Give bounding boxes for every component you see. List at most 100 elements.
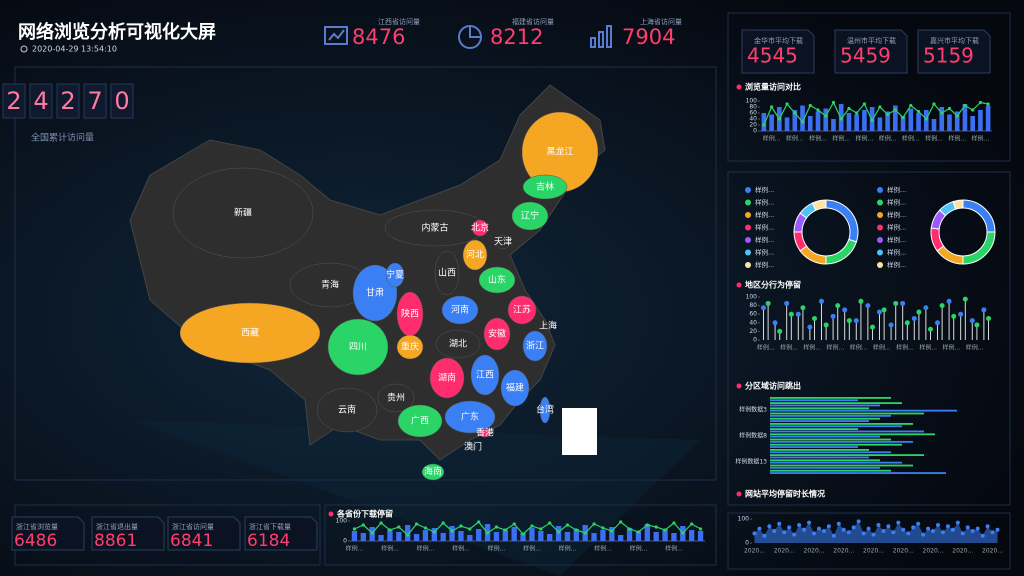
bar	[939, 107, 945, 131]
x-tick-label: 样例...	[809, 135, 827, 143]
bar	[529, 528, 535, 541]
bar	[985, 105, 991, 131]
area-point	[886, 524, 891, 529]
bar	[770, 428, 858, 431]
lollipop-head	[951, 313, 957, 319]
line-point	[762, 123, 766, 127]
province	[435, 329, 481, 359]
bar	[770, 456, 869, 459]
line-point	[947, 106, 952, 111]
province-label: 新疆	[234, 207, 252, 219]
province-label: 重庆	[401, 341, 419, 353]
stat-box	[91, 516, 165, 551]
stat-box	[167, 516, 241, 551]
province	[172, 167, 314, 259]
bar	[770, 412, 924, 415]
province	[469, 443, 477, 451]
area-point	[871, 532, 876, 537]
digit: 0	[114, 87, 129, 115]
digit-box	[83, 83, 107, 119]
province-label: 江苏	[513, 304, 531, 316]
line-point	[610, 529, 614, 533]
province-label: 江西	[476, 370, 494, 381]
area-point	[876, 523, 881, 527]
line-point	[441, 521, 445, 525]
line-point	[793, 111, 797, 115]
lollipop-head	[788, 311, 794, 317]
x-tick-label: 样例...	[873, 344, 891, 352]
x-tick-label: 2020...	[923, 548, 944, 555]
chart-title: 浏览量访问对比	[745, 82, 801, 92]
line-point	[583, 531, 587, 535]
x-tick-label: 样例...	[757, 344, 775, 352]
x-tick-label: 样例...	[786, 135, 804, 143]
line-point	[592, 522, 596, 526]
line-point	[932, 102, 936, 106]
digit: 2	[60, 87, 75, 115]
line-point	[530, 524, 534, 528]
legend-label: 样例...	[755, 260, 774, 269]
bar	[440, 533, 446, 541]
y-tick-label: 40	[749, 116, 757, 123]
line-point	[901, 115, 905, 120]
x-tick-label: 2020...	[744, 548, 765, 555]
chart-title: 分区域访问跳出	[745, 381, 801, 391]
line-point	[978, 100, 983, 105]
province	[327, 318, 389, 376]
area-point	[955, 520, 960, 525]
x-tick-label: 样例...	[763, 135, 781, 143]
bar	[449, 526, 455, 541]
lollipop-head	[934, 320, 940, 326]
province-label: 黑龙江	[546, 146, 573, 158]
area-point	[911, 525, 916, 530]
area-point	[921, 532, 926, 537]
stat-box	[917, 29, 991, 74]
south-sea-inset	[562, 408, 597, 455]
bar	[467, 535, 473, 541]
province	[543, 321, 553, 331]
bar	[770, 423, 913, 425]
bar	[697, 531, 704, 541]
x-tick-label: 2020...	[833, 548, 854, 555]
y-tick-label: 100	[336, 518, 348, 525]
stat-value: 6841	[170, 531, 213, 551]
digit-box	[110, 83, 134, 119]
legend-label: 样例...	[755, 198, 774, 207]
legend-swatch	[877, 199, 883, 206]
lollipop-head	[974, 322, 980, 328]
x-tick-label: 样例...	[780, 344, 798, 352]
stat-label: 上海省访问量	[640, 17, 682, 26]
line-point	[847, 106, 851, 111]
bar	[770, 469, 891, 472]
stat-value: 4545	[747, 44, 798, 68]
bar	[770, 417, 880, 420]
province-label: 四川	[349, 343, 367, 353]
lollipop-head	[835, 303, 841, 309]
chart-title: 网站平均停留时长情况	[745, 489, 825, 499]
province	[444, 400, 496, 434]
bar	[770, 409, 957, 412]
area-point	[777, 521, 782, 526]
line-point	[955, 114, 959, 118]
area-point	[926, 526, 931, 531]
x-tick-label: 样例...	[346, 545, 364, 553]
x-tick-label: 样例...	[966, 344, 984, 352]
bar	[770, 397, 891, 399]
digit: 2	[6, 87, 21, 115]
province-label: 贵州	[387, 392, 405, 404]
area-point	[831, 533, 836, 538]
line-point	[824, 114, 828, 118]
line-point	[574, 528, 578, 532]
lollipop-head	[876, 309, 882, 315]
bar	[770, 404, 880, 407]
bar	[885, 111, 890, 131]
chart-title: 地区分行为停留	[745, 280, 801, 290]
area-point	[807, 520, 812, 525]
line-point	[494, 525, 499, 529]
line	[354, 521, 701, 536]
x-tick-label: 样例...	[832, 135, 850, 143]
bar	[431, 528, 437, 541]
line-point	[870, 118, 874, 123]
clock-icon	[20, 45, 28, 53]
lollipop-head	[881, 307, 887, 313]
